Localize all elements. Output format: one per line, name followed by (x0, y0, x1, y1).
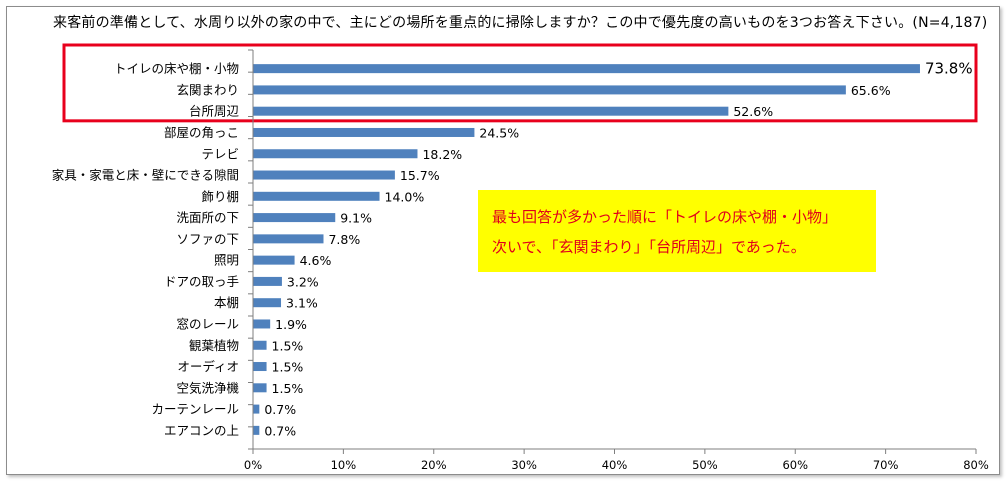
value-label-8: 9.1% (340, 211, 372, 226)
value-label-1: 73.8% (925, 60, 973, 78)
category-label-11: ドアの取っ手 (164, 274, 239, 289)
bar-18 (253, 425, 260, 435)
bar-9 (253, 234, 324, 244)
bar-4 (253, 127, 475, 137)
category-label-2: 玄関まわり (176, 82, 239, 97)
bar-15 (253, 362, 267, 372)
value-label-9: 7.8% (328, 232, 360, 247)
category-label-18: エアコンの上 (164, 423, 239, 438)
bar-11 (253, 276, 282, 286)
bar-6 (253, 170, 395, 180)
category-label-7: 飾り棚 (201, 189, 239, 204)
value-label-2: 65.6% (851, 83, 891, 98)
category-label-14: 観葉植物 (189, 338, 239, 353)
highlight-rectangle (62, 43, 978, 123)
value-label-18: 0.7% (264, 423, 296, 438)
bar-14 (253, 340, 267, 350)
value-label-13: 1.9% (275, 317, 307, 332)
value-label-11: 3.2% (287, 274, 319, 289)
x-tick-label-5: 50% (692, 458, 718, 472)
bar-3 (253, 106, 729, 116)
bar-5 (253, 149, 418, 159)
value-label-12: 3.1% (286, 296, 318, 311)
x-tick-label-1: 10% (331, 458, 357, 472)
category-label-6: 家具・家電と床・壁にできる隙間 (52, 168, 239, 183)
bar-7 (253, 191, 380, 201)
category-label-1: トイレの床や棚・小物 (114, 61, 239, 76)
annotation-line-1: 最も回答が多かった順に「トイレの床や棚・小物」 (492, 208, 838, 226)
annotation-callout: 最も回答が多かった順に「トイレの床や棚・小物」 次いで、「玄関まわり」「台所周辺… (478, 190, 876, 272)
annotation-line-2: 次いで、「玄関まわり」「台所周辺」であった。 (492, 238, 806, 256)
bar-10 (253, 255, 295, 265)
bar-16 (253, 383, 267, 393)
value-label-15: 1.5% (272, 360, 304, 375)
category-label-13: 窓のレール (176, 316, 239, 331)
bar-17 (253, 404, 260, 414)
value-label-4: 24.5% (479, 125, 519, 140)
category-label-10: 照明 (214, 253, 239, 268)
value-label-6: 15.7% (400, 168, 440, 183)
bar-12 (253, 298, 282, 308)
x-tick-label-2: 20% (421, 458, 447, 472)
category-label-9: ソファの下 (176, 231, 239, 246)
bar-1 (253, 64, 920, 74)
x-tick-label-7: 70% (873, 458, 899, 472)
bar-8 (253, 213, 336, 223)
category-label-4: 部屋の角っこ (164, 125, 239, 140)
x-tick-label-8: 80% (963, 458, 989, 472)
x-tick-label-3: 30% (511, 458, 537, 472)
chart-title: 来客前の準備として、水周り以外の家の中で、主にどの場所を重点的に掃除しますか？こ… (53, 15, 988, 31)
value-label-10: 4.6% (300, 253, 332, 268)
category-label-17: カーテンレール (151, 402, 239, 417)
category-label-5: テレビ (201, 146, 239, 161)
category-label-8: 洗面所の下 (176, 210, 239, 225)
x-tick-label-0: 0% (244, 458, 262, 472)
category-label-16: 空気洗浄機 (176, 380, 239, 395)
x-tick-label-6: 60% (782, 458, 808, 472)
x-tick-label-4: 40% (602, 458, 628, 472)
bar-2 (253, 85, 846, 95)
value-label-7: 14.0% (385, 189, 425, 204)
value-label-16: 1.5% (272, 381, 304, 396)
value-label-3: 52.6% (733, 104, 773, 119)
category-label-12: 本棚 (214, 295, 239, 310)
bar-13 (253, 319, 271, 329)
value-label-5: 18.2% (422, 147, 462, 162)
category-label-3: 台所周辺 (189, 104, 240, 119)
value-label-17: 0.7% (264, 402, 296, 417)
category-label-15: オーディオ (177, 359, 239, 374)
value-label-14: 1.5% (272, 338, 304, 353)
